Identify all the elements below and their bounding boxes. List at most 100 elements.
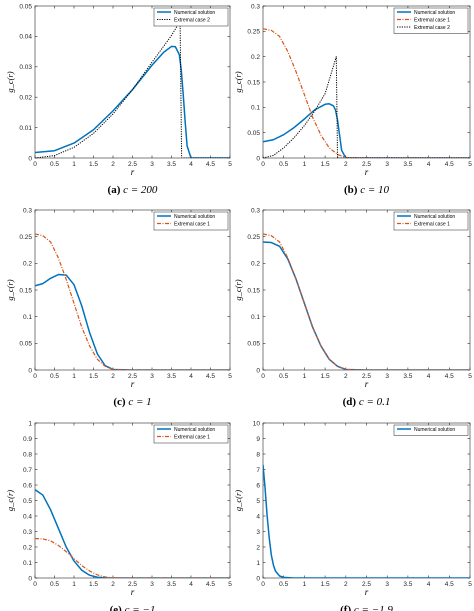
x-tick-label: 1 <box>303 161 307 168</box>
x-tick-label: 3.5 <box>167 161 176 168</box>
x-tick-label: 5 <box>228 161 232 168</box>
y-tick-label: 9 <box>256 436 260 443</box>
x-tick-label: 5 <box>468 373 472 380</box>
x-tick-label: 2.5 <box>128 161 137 168</box>
legend-label: Extremal case 1 <box>414 18 450 24</box>
x-tick-label: 4 <box>427 581 431 588</box>
legend-box <box>153 211 229 231</box>
legend-label: Extremal case 2 <box>414 25 450 31</box>
y-tick-label: 0.1 <box>251 105 260 112</box>
x-tick-label: 4 <box>427 161 431 168</box>
x-tick-label: 5 <box>468 581 472 588</box>
panel-caption: (f) c = −1.9 <box>340 604 393 611</box>
x-tick-label: 2 <box>111 161 115 168</box>
y-tick-label: 0.5 <box>23 498 32 505</box>
x-tick-label: 1.5 <box>321 373 330 380</box>
x-tick-label: 1.5 <box>89 161 98 168</box>
series-line <box>35 20 230 158</box>
legend-label: Extremal case 1 <box>174 435 210 441</box>
caption-text: c = 0.1 <box>359 396 391 408</box>
chart-panel: 0 0.5 1 1.5 2 2.5 3 3.5 4 4.5 5 0 0.05 0.1 0.15 0.2 0.25… <box>5 207 232 408</box>
x-tick-label: 3 <box>150 161 154 168</box>
x-tick-label: 0.5 <box>50 581 59 588</box>
y-tick-label: 3 <box>256 529 260 536</box>
legend-box <box>153 7 229 27</box>
legend: Numerical solution Extremal case 1 <box>153 211 229 231</box>
x-tick-label: 2 <box>111 581 115 588</box>
legend-label: Extremal case 2 <box>174 18 210 24</box>
chart-panel: 0 0.5 1 1.5 2 2.5 3 3.5 4 4.5 5 0 0.1 0.2 0.3 0.4 0.5 0.6… <box>5 420 232 611</box>
y-tick-label: 6 <box>256 482 260 489</box>
legend-label: Numerical solution <box>174 214 215 220</box>
x-tick-label: 3 <box>385 373 389 380</box>
y-tick-label: 1 <box>28 420 32 427</box>
chart-panel: 0 0.5 1 1.5 2 2.5 3 3.5 4 4.5 5 0 0.01 0.02 0.03 0.04 0.… <box>5 3 232 196</box>
panel-caption: (e) c = −1 <box>110 604 156 611</box>
panel-caption: (b) c = 10 <box>344 184 390 196</box>
y-tick-label: 0.4 <box>23 513 32 520</box>
x-tick-label: 2.5 <box>362 581 371 588</box>
x-tick-label: 2 <box>344 373 348 380</box>
y-tick-label: 0.6 <box>23 482 32 489</box>
x-tick-label: 0 <box>33 373 37 380</box>
y-tick-label: 0.25 <box>247 234 260 241</box>
chart-panel: 0 0.5 1 1.5 2 2.5 3 3.5 4 4.5 5 0 1 2 3 4 5 6 7 8 9 10 r g_c(r)… <box>233 420 472 611</box>
y-tick-label: 0.1 <box>23 560 32 567</box>
y-tick-label: 8 <box>256 451 260 458</box>
x-tick-label: 3 <box>385 581 389 588</box>
y-axis-label: g_c(r) <box>5 490 15 511</box>
x-tick-label: 2 <box>111 373 115 380</box>
y-tick-label: 0 <box>28 367 32 374</box>
plot-area <box>34 209 231 371</box>
y-axis-label: g_c(r) <box>233 279 243 300</box>
y-tick-label: 4 <box>256 513 260 520</box>
y-tick-label: 0.3 <box>23 529 32 536</box>
x-tick-label: 3.5 <box>167 373 176 380</box>
y-tick-label: 0 <box>256 575 260 582</box>
caption-text: c = 1 <box>128 396 151 408</box>
series-line <box>263 103 470 158</box>
legend-label: Extremal case 1 <box>414 222 450 228</box>
x-tick-label: 3.5 <box>403 373 412 380</box>
x-tick-label: 4 <box>189 161 193 168</box>
y-tick-label: 0.1 <box>23 314 32 321</box>
caption-tag: (e) <box>110 604 125 611</box>
x-tick-label: 4.5 <box>445 581 454 588</box>
x-tick-label: 4.5 <box>206 373 215 380</box>
chart-panel: 0 0.5 1 1.5 2 2.5 3 3.5 4 4.5 5 0 0.05 0.1 0.15 0.2 0.25… <box>233 3 472 196</box>
plot-area <box>262 209 471 371</box>
panel-caption: (c) c = 1 <box>113 396 151 408</box>
x-tick-label: 5 <box>228 581 232 588</box>
y-tick-label: 0.15 <box>247 79 260 86</box>
y-tick-label: 0.2 <box>23 261 32 268</box>
legend: Numerical solution Extremal case 2 <box>153 7 229 27</box>
x-tick-label: 0 <box>261 581 265 588</box>
x-tick-label: 1.5 <box>321 581 330 588</box>
caption-text: c = 10 <box>360 184 389 196</box>
x-axis-label: r <box>131 587 135 597</box>
y-tick-label: 2 <box>256 544 260 551</box>
legend-label: Numerical solution <box>174 10 215 16</box>
y-tick-label: 0.05 <box>19 3 32 10</box>
x-tick-label: 5 <box>468 161 472 168</box>
legend: Numerical solution <box>393 424 469 436</box>
y-tick-label: 0.05 <box>247 130 260 137</box>
caption-tag: (b) <box>344 184 360 196</box>
plot-area <box>34 5 231 159</box>
x-tick-label: 3.5 <box>403 581 412 588</box>
x-axis-label: r <box>131 167 135 177</box>
x-tick-label: 2.5 <box>362 161 371 168</box>
y-tick-label: 0.25 <box>247 29 260 36</box>
y-tick-label: 0.2 <box>251 261 260 268</box>
panel-caption: (a) c = 200 <box>108 184 158 196</box>
x-tick-label: 2.5 <box>362 373 371 380</box>
series-line <box>35 233 230 370</box>
x-tick-label: 4 <box>427 373 431 380</box>
x-tick-label: 1.5 <box>89 581 98 588</box>
legend-label: Numerical solution <box>414 10 455 16</box>
x-axis-label: r <box>365 379 369 389</box>
x-tick-label: 3 <box>150 373 154 380</box>
x-tick-label: 1 <box>72 581 76 588</box>
x-tick-label: 4.5 <box>206 581 215 588</box>
